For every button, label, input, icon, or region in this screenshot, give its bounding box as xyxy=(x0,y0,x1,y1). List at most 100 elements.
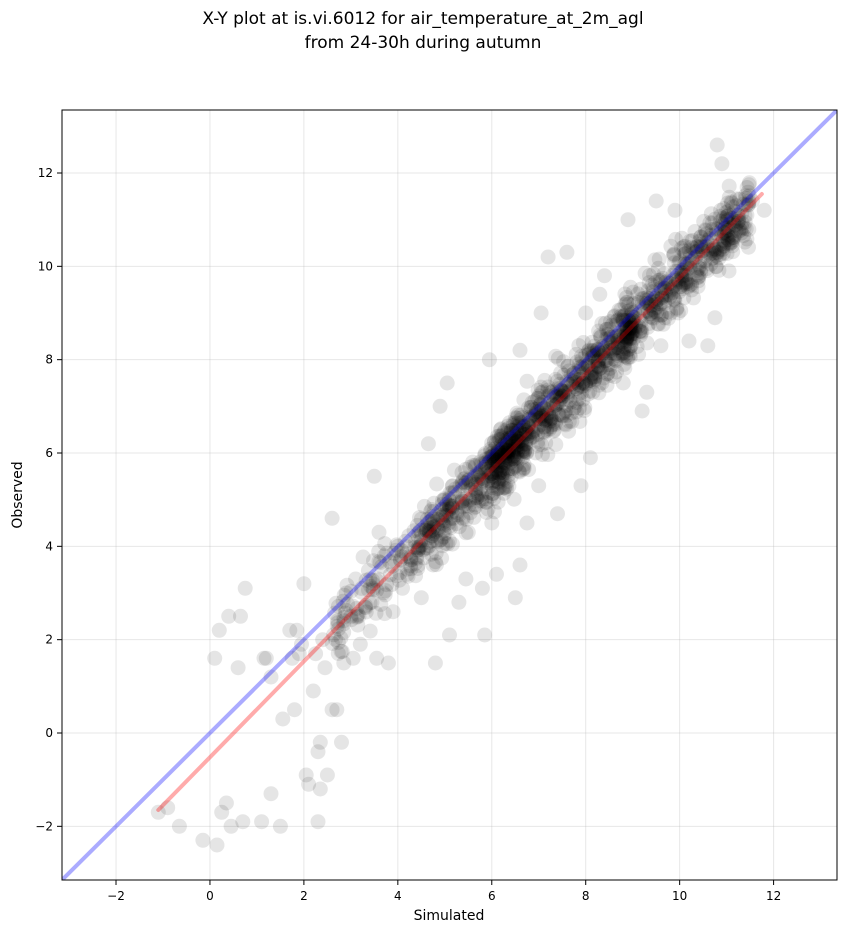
data-point xyxy=(644,310,660,326)
data-point xyxy=(509,419,524,435)
data-point xyxy=(691,269,707,285)
data-point xyxy=(586,345,602,361)
data-point xyxy=(737,234,753,250)
data-point xyxy=(519,424,534,440)
data-point xyxy=(562,392,577,408)
data-point xyxy=(543,419,559,435)
data-point xyxy=(648,290,664,306)
data-point xyxy=(623,279,638,295)
y-tick-label: 10 xyxy=(38,259,53,273)
data-point xyxy=(666,255,682,271)
data-point xyxy=(678,276,693,292)
data-point xyxy=(497,449,513,465)
data-point xyxy=(633,313,649,329)
data-point xyxy=(648,193,664,209)
data-point xyxy=(452,478,468,494)
data-point xyxy=(708,259,724,275)
data-point xyxy=(428,524,444,540)
data-point xyxy=(436,523,452,539)
data-point xyxy=(591,352,606,368)
data-point xyxy=(700,338,716,354)
data-point xyxy=(728,217,743,233)
data-point xyxy=(490,458,506,474)
data-point xyxy=(698,226,714,242)
data-point xyxy=(548,387,564,402)
data-point xyxy=(491,475,507,491)
data-point xyxy=(546,388,562,404)
data-point xyxy=(699,263,715,279)
x-tick-label: −2 xyxy=(107,889,125,903)
data-point xyxy=(328,595,344,611)
data-point xyxy=(652,272,668,288)
data-point xyxy=(385,604,401,620)
data-point xyxy=(389,568,405,584)
data-point xyxy=(574,348,589,364)
data-point xyxy=(558,403,574,419)
data-point xyxy=(718,211,734,227)
data-point xyxy=(665,267,681,283)
data-point xyxy=(672,253,688,269)
data-point xyxy=(438,513,454,529)
data-point xyxy=(627,320,642,336)
data-point xyxy=(620,329,635,345)
data-point xyxy=(574,359,590,375)
data-point xyxy=(512,427,528,443)
data-point xyxy=(622,319,638,335)
data-point xyxy=(645,301,661,317)
data-point xyxy=(678,267,694,283)
data-point xyxy=(667,277,683,293)
data-point xyxy=(717,221,733,236)
data-point xyxy=(613,302,629,318)
data-point xyxy=(533,397,548,413)
data-point xyxy=(454,475,470,491)
data-point xyxy=(643,309,658,325)
data-point xyxy=(455,511,471,527)
data-point xyxy=(623,307,639,323)
data-point xyxy=(495,465,511,481)
data-point xyxy=(491,443,507,459)
data-point xyxy=(633,323,649,339)
data-point xyxy=(632,323,648,339)
data-point xyxy=(569,380,585,396)
data-point xyxy=(426,495,442,511)
data-point xyxy=(499,444,515,460)
data-point xyxy=(521,415,537,431)
data-point xyxy=(596,370,611,386)
data-point xyxy=(677,256,693,272)
data-point xyxy=(437,507,453,523)
data-point xyxy=(723,210,739,226)
data-point xyxy=(465,490,481,506)
data-point xyxy=(443,520,458,536)
data-point xyxy=(677,272,693,288)
data-point xyxy=(607,352,623,368)
data-point xyxy=(687,244,703,260)
data-point xyxy=(561,413,577,429)
data-point xyxy=(500,443,516,459)
data-point xyxy=(221,608,237,624)
data-point xyxy=(716,236,732,252)
data-point xyxy=(214,804,230,820)
data-point xyxy=(592,327,608,343)
data-point xyxy=(575,375,591,391)
data-point xyxy=(641,275,657,291)
data-point xyxy=(424,509,440,525)
data-point xyxy=(442,485,458,501)
data-point xyxy=(677,275,693,291)
data-point xyxy=(590,342,606,358)
data-point xyxy=(324,702,340,718)
data-point xyxy=(460,524,476,540)
data-point xyxy=(633,327,648,343)
data-point xyxy=(625,321,641,336)
data-point xyxy=(591,377,607,393)
data-point xyxy=(426,518,442,534)
data-point xyxy=(605,351,621,367)
data-point xyxy=(622,347,638,362)
data-point xyxy=(663,287,678,303)
data-point xyxy=(533,379,549,395)
data-point xyxy=(607,341,622,357)
data-point xyxy=(256,650,272,666)
data-point xyxy=(519,432,535,448)
data-point xyxy=(724,210,740,226)
data-point xyxy=(424,528,440,544)
data-point xyxy=(445,498,461,514)
